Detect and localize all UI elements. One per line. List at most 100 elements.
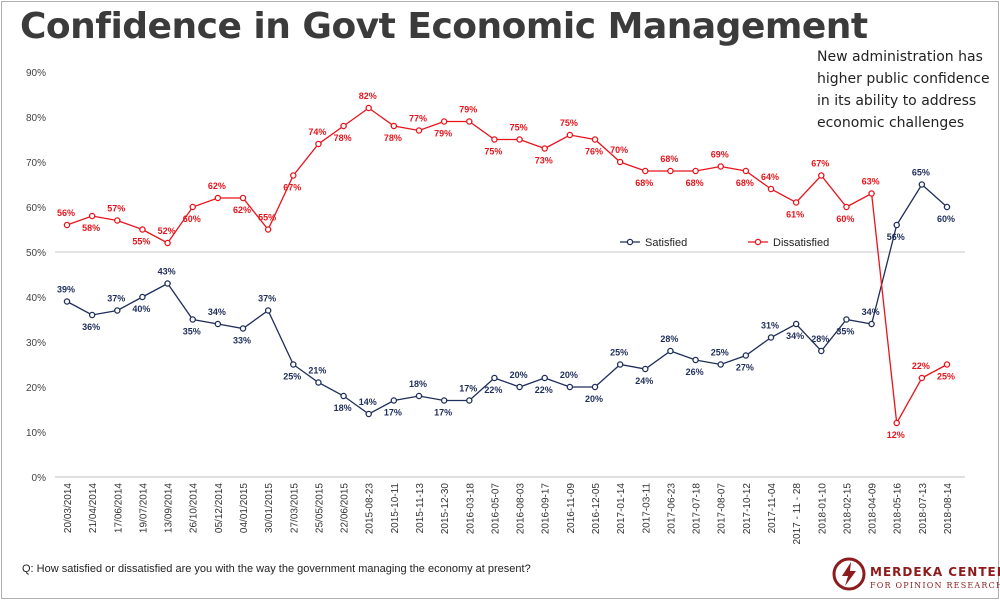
data-label: 68% [686, 178, 704, 188]
data-label: 37% [107, 294, 125, 304]
data-point [63, 298, 71, 305]
data-point [365, 104, 372, 112]
data-point [591, 383, 599, 391]
data-label: 74% [308, 127, 326, 137]
data-label: 40% [132, 304, 150, 314]
data-point [264, 226, 272, 233]
data-point [466, 118, 473, 125]
data-label: 79% [434, 129, 452, 139]
x-tick-label: 2017 - 11 - 28 [792, 483, 803, 545]
data-point [616, 158, 624, 166]
data-point [717, 163, 724, 170]
data-point [868, 320, 875, 328]
y-tick-label: 30% [26, 338, 46, 349]
data-label: 70% [610, 145, 628, 155]
data-point [516, 136, 523, 143]
x-tick-label: 2016-12-05 [591, 483, 602, 535]
data-label: 17% [459, 384, 477, 394]
data-point [642, 365, 649, 373]
x-tick-label: 19/07/2014 [138, 483, 149, 533]
data-point [290, 172, 297, 179]
series-satisfied: 39% 36% 37% 40% 43% 35% 34% 33% 37% 25% 21% 18% 14% 1… [57, 168, 955, 418]
data-label: 63% [862, 177, 880, 187]
data-label: 17% [384, 408, 402, 418]
data-point [239, 325, 247, 332]
data-point [440, 397, 448, 404]
x-tick-label: 2018-08-14 [943, 483, 954, 535]
x-tick-labels: 20/03/2014 21/04/2014 17/06/2014 19/07/2014… [63, 483, 954, 545]
data-label: 14% [359, 397, 377, 407]
data-label: 77% [409, 114, 427, 124]
logo-name: MERDEKA CENTER [870, 565, 1000, 579]
data-label: 75% [560, 118, 578, 128]
data-label: 28% [811, 334, 829, 344]
data-label: 58% [82, 223, 100, 233]
data-label: 25% [283, 372, 301, 382]
x-tick-label: 2015-12-30 [440, 483, 451, 535]
chart-legend: Satisfied Dissatisfied [620, 237, 829, 249]
data-label: 67% [811, 159, 829, 169]
data-label: 12% [887, 430, 905, 440]
data-point [767, 334, 775, 341]
chart-series: 39% 36% 37% 40% 43% 35% 34% 33% 37% 25% 21% 18% 14% 1… [57, 91, 955, 440]
x-tick-label: 2018-01-10 [817, 483, 828, 535]
data-point [390, 397, 398, 404]
y-tick-label: 0% [32, 473, 47, 484]
series-line [66, 107, 948, 426]
data-label: 73% [535, 156, 553, 166]
data-label: 21% [308, 366, 326, 376]
data-label: 68% [736, 178, 754, 188]
data-label: 22% [535, 385, 553, 395]
data-label: 43% [158, 267, 176, 277]
data-point [239, 194, 247, 202]
data-point [767, 185, 775, 193]
data-point [742, 167, 750, 175]
legend-swatch-marker [754, 238, 762, 246]
legend-label: Satisfied [645, 237, 687, 249]
data-point [340, 392, 347, 400]
data-label: 65% [912, 168, 930, 178]
data-label: 25% [937, 372, 955, 382]
x-tick-label: 2017-01-14 [616, 483, 627, 535]
data-point [114, 217, 121, 224]
x-tick-label: 2018-04-09 [868, 483, 879, 535]
data-point [742, 352, 750, 359]
data-point [214, 320, 222, 328]
data-point [63, 221, 71, 229]
data-point [164, 280, 171, 287]
data-point [415, 392, 423, 400]
data-label: 62% [208, 181, 226, 191]
data-label: 52% [158, 226, 176, 236]
data-point [466, 397, 473, 404]
y-tick-label: 20% [26, 383, 46, 394]
data-point [566, 131, 574, 139]
x-tick-label: 2017-03-11 [641, 483, 652, 534]
series-line [66, 183, 948, 415]
data-label: 68% [635, 178, 653, 188]
data-label: 60% [836, 214, 854, 224]
x-tick-label: 05/12/2014 [214, 483, 225, 533]
data-point [667, 167, 674, 175]
data-point [491, 136, 498, 143]
y-tick-label: 80% [26, 113, 46, 124]
data-label: 36% [82, 322, 100, 332]
data-point [139, 226, 146, 233]
logo-tagline: FOR OPINION RESEARCH [870, 581, 1000, 590]
data-label: 75% [510, 123, 528, 133]
data-point [390, 122, 398, 130]
data-point [591, 136, 599, 143]
y-tick-label: 40% [26, 293, 46, 304]
x-tick-label: 2017-06-23 [666, 483, 677, 535]
data-label: 35% [183, 327, 201, 337]
x-tick-label: 25/05/2015 [314, 483, 325, 533]
x-tick-label: 2017-10-12 [742, 483, 753, 535]
x-tick-label: 17/06/2014 [113, 483, 124, 533]
data-label: 24% [635, 376, 653, 386]
data-point [491, 374, 498, 382]
data-label: 37% [258, 294, 276, 304]
data-point [566, 383, 574, 391]
x-tick-label: 2018-02-15 [842, 483, 853, 535]
data-label: 64% [761, 172, 779, 182]
data-label: 60% [937, 214, 955, 224]
